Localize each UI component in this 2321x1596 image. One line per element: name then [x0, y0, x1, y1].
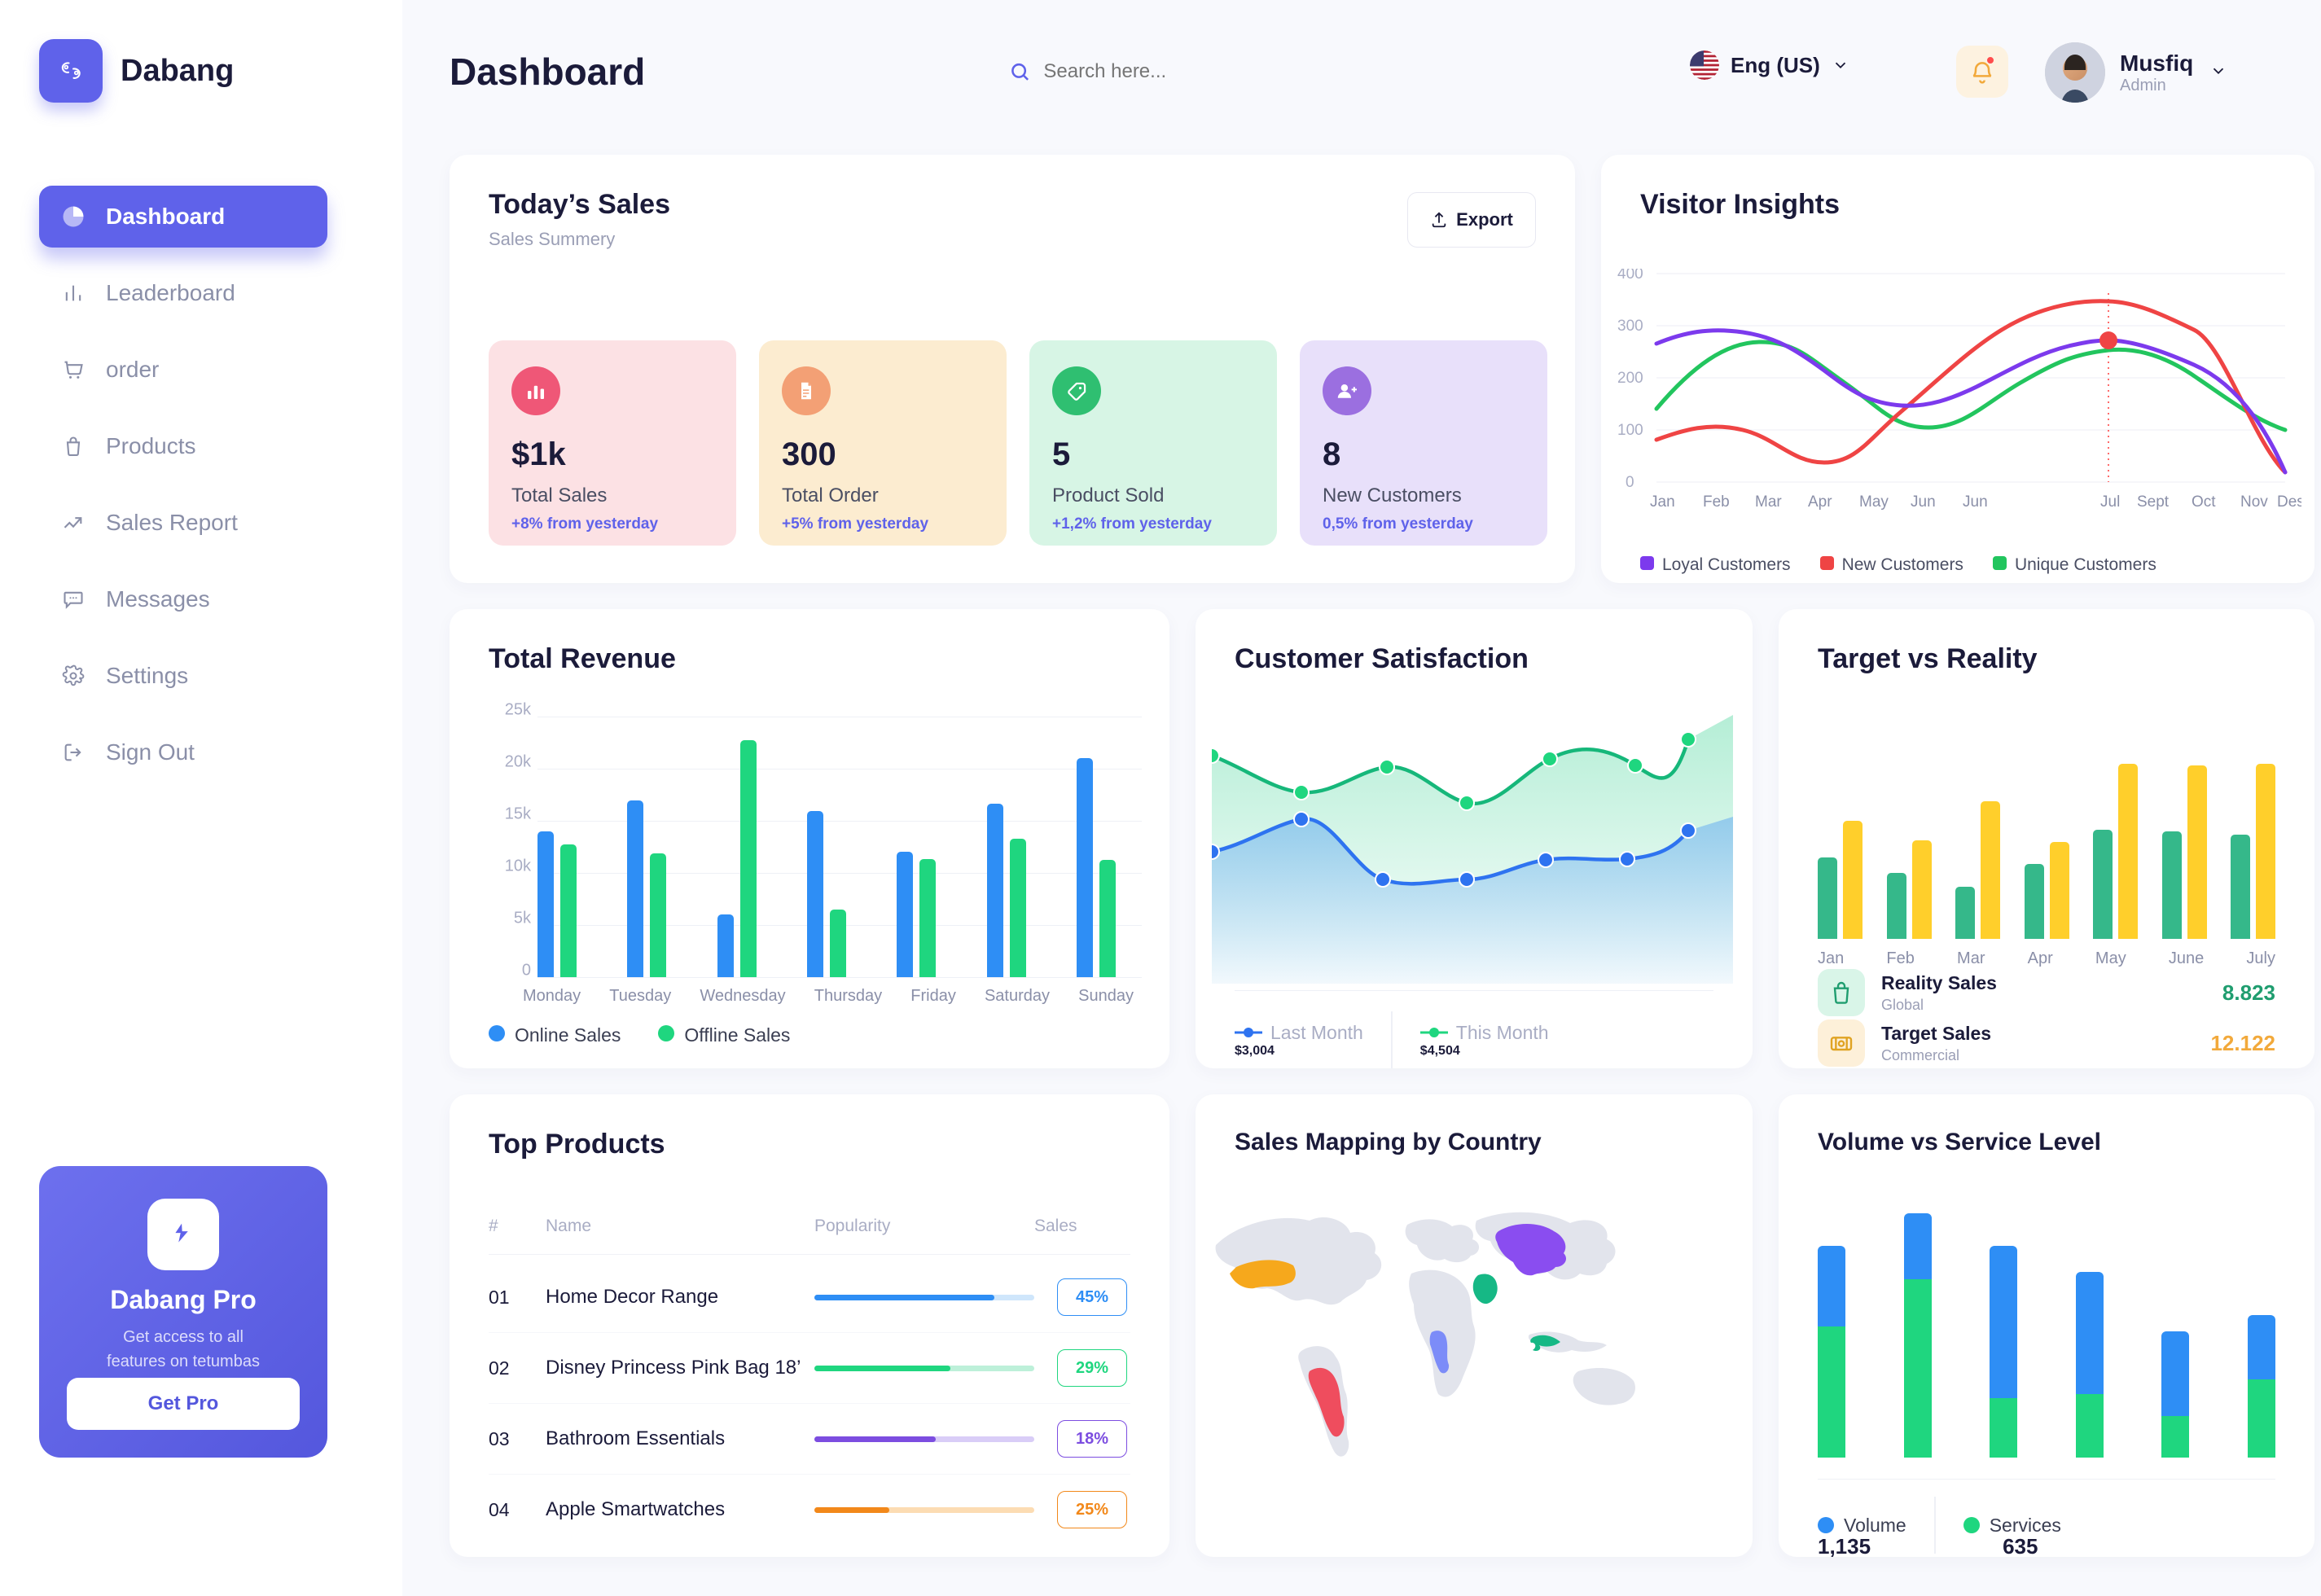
svg-text:0: 0	[1626, 474, 1634, 491]
svg-text:Jun: Jun	[1963, 493, 1988, 511]
svg-text:Nov: Nov	[2240, 493, 2268, 511]
svg-text:Jan: Jan	[1650, 493, 1675, 511]
svg-text:200: 200	[1617, 370, 1643, 387]
svg-text:Jun: Jun	[1911, 493, 1936, 511]
svg-text:400: 400	[1617, 269, 1643, 283]
svg-text:Mar: Mar	[1755, 493, 1782, 511]
svg-text:100: 100	[1617, 422, 1643, 439]
svg-text:Oct: Oct	[2192, 493, 2216, 511]
svg-text:May: May	[1859, 493, 1889, 511]
svg-text:300: 300	[1617, 318, 1643, 335]
svg-text:Des: Des	[2277, 493, 2301, 511]
svg-text:Sept: Sept	[2137, 493, 2170, 511]
svg-text:Jul: Jul	[2100, 493, 2120, 511]
svg-text:Feb: Feb	[1703, 493, 1730, 511]
svg-text:Apr: Apr	[1808, 493, 1832, 511]
